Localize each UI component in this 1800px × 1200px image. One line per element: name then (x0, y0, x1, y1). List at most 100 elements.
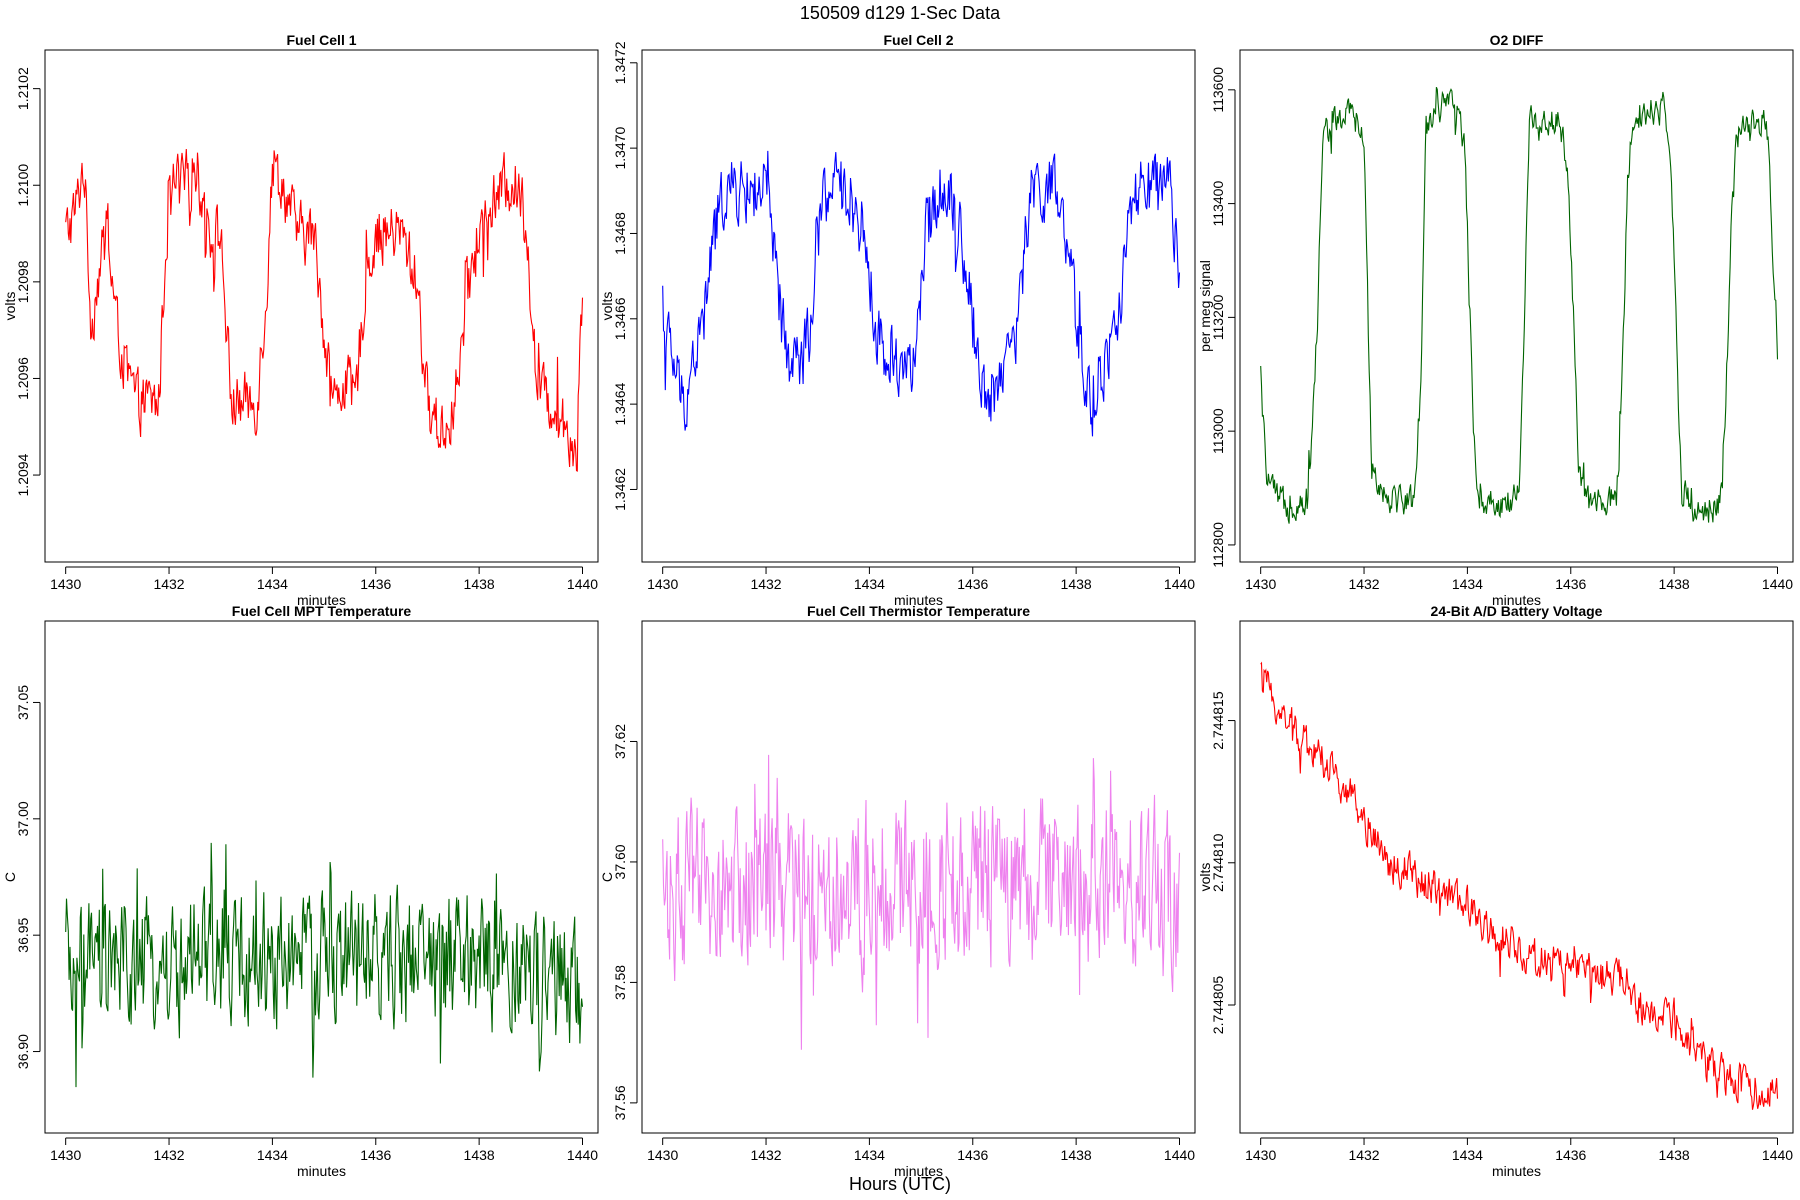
x-tick-label: 1432 (153, 576, 184, 592)
x-tick-label: 1434 (1452, 1147, 1483, 1163)
panel-2: Fuel Cell 2 1430 1432 1434 1436 1438 1440 minut… (599, 32, 1196, 608)
x-tick-label: 1432 (1348, 1147, 1379, 1163)
x-axis-label: minutes (297, 592, 346, 608)
x-tick-label: 1434 (854, 1147, 885, 1163)
x-tick-label: 1432 (750, 576, 781, 592)
y-tick-label: 113200 (1210, 294, 1226, 340)
x-tick-label: 1436 (360, 576, 391, 592)
x-tick-label: 1430 (50, 1147, 81, 1163)
y-axis-label: volts (2, 292, 18, 321)
y-tick-label: 36.95 (15, 917, 31, 952)
x-tick-label: 1440 (1164, 576, 1195, 592)
panel-1: Fuel Cell 1 1430 1432 1434 1436 1438 1440 minut… (2, 32, 599, 608)
panel-4: Fuel Cell MPT Temperature 1430 1432 1434 143… (2, 603, 599, 1179)
y-tick-label: 113000 (1210, 408, 1226, 454)
x-tick-label: 1430 (647, 576, 678, 592)
x-tick-label: 1438 (464, 576, 495, 592)
y-tick-label: 112800 (1210, 522, 1226, 568)
series-line (65, 148, 584, 472)
y-tick-label: 1.2098 (15, 260, 31, 303)
x-axis-label: minutes (1492, 592, 1541, 608)
y-tick-label: 1.3466 (612, 297, 628, 340)
panel-title: Fuel Cell 1 (286, 32, 356, 48)
y-tick-label: 1.2100 (15, 164, 31, 207)
panel-title: Fuel Cell Thermistor Temperature (807, 603, 1030, 619)
y-tick-label: 1.3464 (612, 383, 628, 426)
x-tick-label: 1436 (1555, 576, 1586, 592)
x-tick-label: 1436 (360, 1147, 391, 1163)
series-line (662, 150, 1181, 437)
x-tick-label: 1438 (1061, 1147, 1092, 1163)
x-tick-label: 1430 (1245, 576, 1276, 592)
x-tick-label: 1432 (750, 1147, 781, 1163)
series-line (65, 842, 584, 1088)
x-tick-label: 1432 (1348, 576, 1379, 592)
x-tick-label: 1434 (257, 576, 288, 592)
x-tick-label: 1438 (464, 1147, 495, 1163)
panel-3: O2 DIFF 1430 1432 1434 1436 1438 1440 minutes 11… (1197, 32, 1794, 608)
x-tick-label: 1430 (50, 576, 81, 592)
x-axis-label: minutes (894, 1163, 943, 1179)
x-axis-label: minutes (297, 1163, 346, 1179)
y-axis-label: volts (1197, 863, 1213, 892)
y-tick-label: 37.62 (612, 724, 628, 759)
x-tick-label: 1432 (153, 1147, 184, 1163)
series-line (662, 754, 1181, 1050)
figure-outer-xlabel: Hours (UTC) (849, 1174, 951, 1194)
y-axis-label: volts (599, 292, 615, 321)
x-tick-label: 1440 (1164, 1147, 1195, 1163)
series-line (1260, 661, 1779, 1110)
x-axis-label: minutes (894, 592, 943, 608)
x-tick-label: 1440 (567, 576, 598, 592)
y-tick-label: 37.58 (612, 965, 628, 1000)
y-axis-label: C (599, 872, 615, 882)
y-tick-label: 2.744815 (1210, 691, 1226, 750)
plot-frame (1239, 49, 1794, 563)
series-line (1260, 86, 1779, 524)
plot-frame (641, 49, 1196, 563)
x-tick-label: 1436 (1555, 1147, 1586, 1163)
y-tick-label: 37.05 (15, 685, 31, 720)
y-tick-label: 36.90 (15, 1034, 31, 1069)
y-tick-label: 37.60 (612, 844, 628, 879)
panel-title: O2 DIFF (1490, 32, 1544, 48)
y-tick-label: 2.744810 (1210, 833, 1226, 892)
y-tick-label: 1.3462 (612, 468, 628, 511)
x-tick-label: 1436 (957, 1147, 988, 1163)
y-tick-label: 113600 (1210, 67, 1226, 113)
x-tick-label: 1434 (1452, 576, 1483, 592)
y-tick-label: 37.00 (15, 801, 31, 836)
y-tick-label: 1.2094 (15, 453, 31, 496)
x-tick-label: 1436 (957, 576, 988, 592)
x-tick-label: 1438 (1061, 576, 1092, 592)
y-tick-label: 1.3468 (612, 212, 628, 255)
y-tick-label: 1.2096 (15, 357, 31, 400)
plot-frame (1239, 620, 1794, 1134)
y-axis-label: C (2, 872, 18, 882)
x-tick-label: 1438 (1659, 1147, 1690, 1163)
plot-frame (44, 49, 599, 563)
x-tick-label: 1438 (1659, 576, 1690, 592)
panels: Fuel Cell 1 1430 1432 1434 1436 1438 1440 minut… (2, 32, 1794, 1179)
x-tick-label: 1434 (854, 576, 885, 592)
plot-frame (44, 620, 599, 1134)
panel-6: 24-Bit A/D Battery Voltage 1430 1432 1434 14… (1197, 603, 1794, 1179)
panel-title: Fuel Cell MPT Temperature (232, 603, 412, 619)
y-axis-label: per meg signal (1197, 260, 1213, 352)
plot-frame (641, 620, 1196, 1134)
panel-title: 24-Bit A/D Battery Voltage (1431, 603, 1603, 619)
x-tick-label: 1430 (647, 1147, 678, 1163)
panel-title: Fuel Cell 2 (883, 32, 953, 48)
x-tick-label: 1430 (1245, 1147, 1276, 1163)
x-tick-label: 1440 (567, 1147, 598, 1163)
y-tick-label: 2.744805 (1210, 976, 1226, 1035)
x-tick-label: 1440 (1762, 1147, 1793, 1163)
y-tick-label: 37.56 (612, 1085, 628, 1120)
panel-5: Fuel Cell Thermistor Temperature 1430 1432… (599, 603, 1196, 1179)
y-tick-label: 113400 (1210, 181, 1226, 227)
x-tick-label: 1440 (1762, 576, 1793, 592)
x-tick-label: 1434 (257, 1147, 288, 1163)
x-axis-label: minutes (1492, 1163, 1541, 1179)
